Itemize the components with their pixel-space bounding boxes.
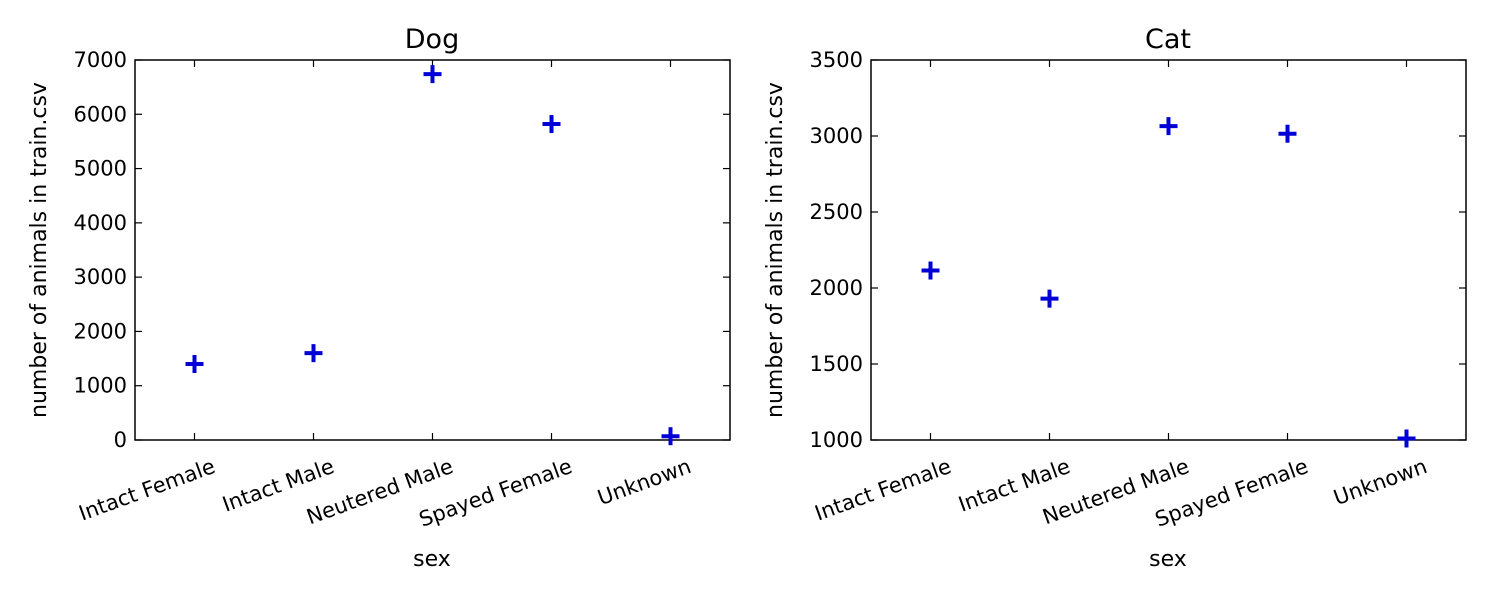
cat-y-axis-label: number of animals in train.csv bbox=[763, 82, 788, 418]
cat-panel: Cat sex number of animals in train.csv 1… bbox=[763, 24, 1467, 572]
dog-data-point bbox=[185, 355, 204, 373]
dog-data-point bbox=[661, 427, 680, 446]
cat-y-tick-label: 3500 bbox=[810, 48, 863, 72]
cat-y-tick-label: 1500 bbox=[810, 352, 863, 376]
cat-y-tick-label: 1000 bbox=[810, 428, 863, 452]
cat-data-point bbox=[1278, 124, 1297, 143]
dog-plot-frame bbox=[134, 59, 731, 441]
cat-data-point bbox=[921, 261, 940, 280]
dog-y-tick-label: 2000 bbox=[74, 319, 127, 343]
cat-plot-frame bbox=[870, 59, 1467, 441]
dog-x-tick-label: Intact Female bbox=[76, 454, 219, 525]
dog-data-point bbox=[423, 65, 442, 84]
cat-y-tick-label: 2500 bbox=[810, 200, 863, 224]
cat-y-tick-label: 3000 bbox=[810, 124, 863, 148]
cat-x-tick-label: Unknown bbox=[1330, 454, 1430, 510]
dog-x-tick-label: Unknown bbox=[594, 454, 694, 510]
dog-x-axis-label: sex bbox=[413, 547, 451, 572]
dog-y-tick-label: 5000 bbox=[74, 157, 127, 181]
dog-data-point bbox=[542, 115, 561, 134]
cat-x-tick-label: Intact Female bbox=[812, 454, 955, 525]
cat-chart-title: Cat bbox=[1145, 24, 1191, 55]
cat-data-point bbox=[1040, 289, 1059, 308]
dog-y-tick-label: 3000 bbox=[74, 265, 127, 289]
dog-panel: Dog sex number of animals in train.csv 0… bbox=[27, 24, 731, 572]
dog-y-tick-label: 4000 bbox=[74, 211, 127, 235]
cat-y-tick-label: 2000 bbox=[810, 276, 863, 300]
cat-data-point bbox=[1159, 117, 1178, 136]
dog-y-axis-label: number of animals in train.csv bbox=[27, 82, 52, 418]
dog-y-tick-label: 7000 bbox=[74, 48, 127, 72]
dog-chart-title: Dog bbox=[405, 24, 459, 55]
dog-y-tick-label: 6000 bbox=[74, 102, 127, 126]
cat-data-point bbox=[1397, 429, 1416, 448]
dog-y-tick-label: 0 bbox=[114, 428, 127, 452]
dog-y-tick-label: 1000 bbox=[74, 374, 127, 398]
dog-data-point bbox=[304, 344, 323, 363]
cat-x-axis-label: sex bbox=[1149, 547, 1187, 572]
